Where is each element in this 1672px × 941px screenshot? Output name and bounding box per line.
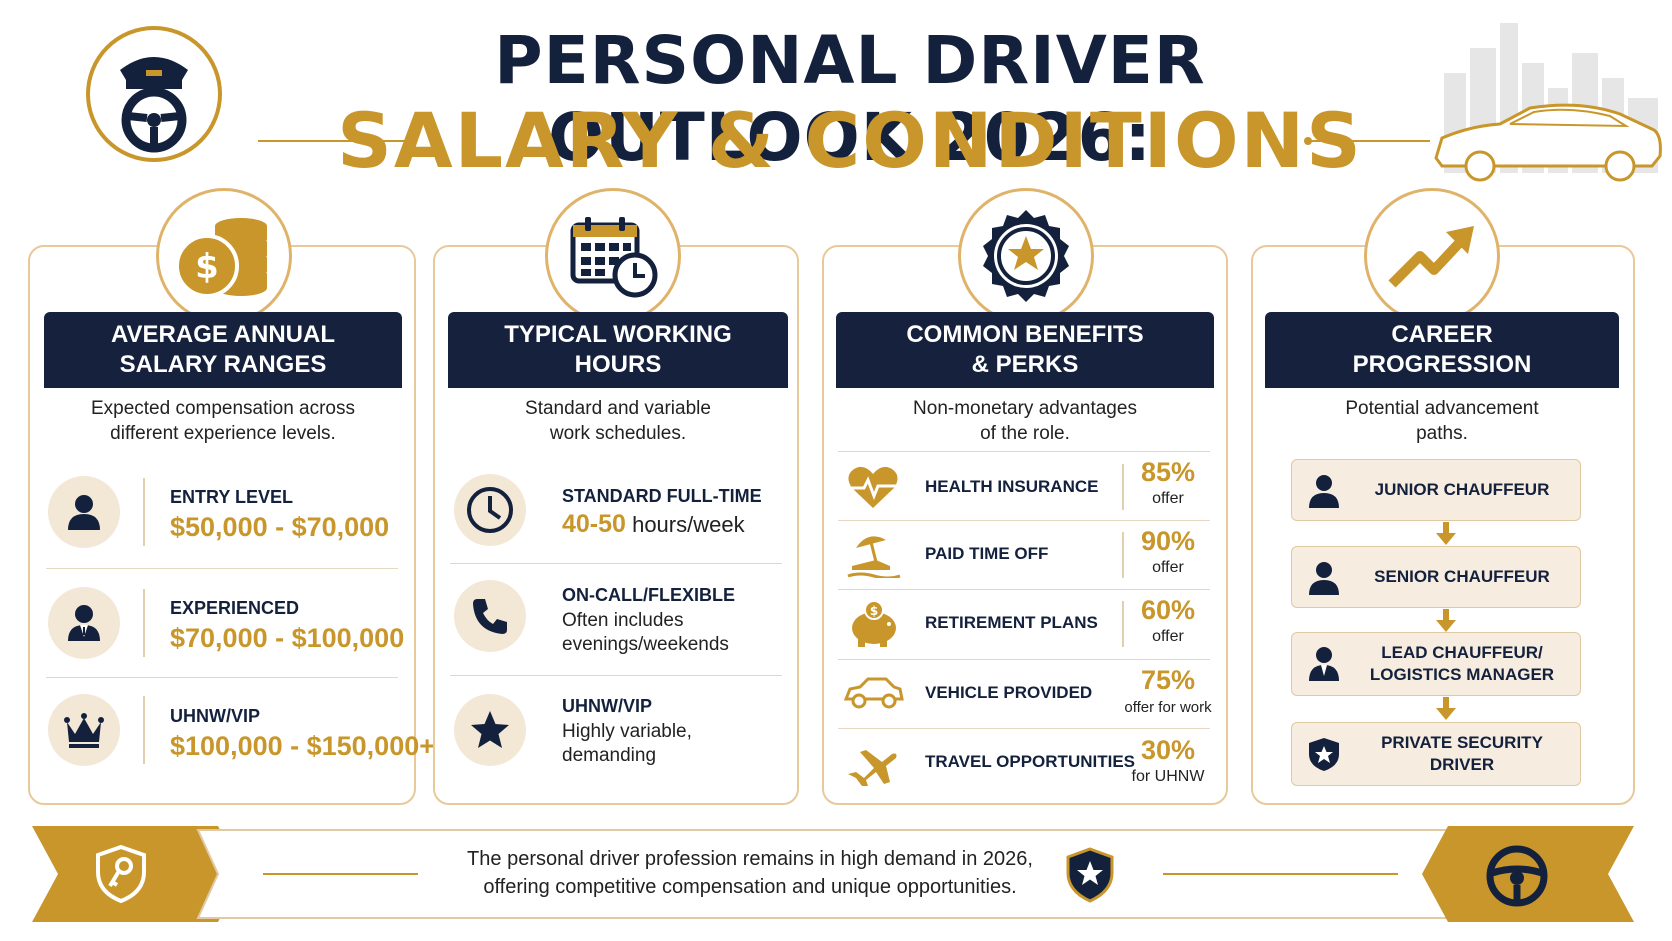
salary-range-experienced: $70,000 - $100,000 [170, 623, 405, 653]
benefit-label-health: HEALTH INSURANCE [925, 477, 1099, 496]
benefit-sub-health: offer [1152, 490, 1184, 507]
salary-label-uhnw: UHNW/VIP [170, 706, 260, 726]
title-divider-left [258, 140, 408, 142]
page-title: PERSONAL DRIVER OUTLOOK 2026: [494, 22, 1206, 176]
page-subtitle: SALARY & CONDITIONS [337, 96, 1363, 185]
divider [838, 451, 1210, 452]
divider [143, 696, 145, 764]
shield-star-icon [1066, 847, 1114, 903]
salary-heading: AVERAGE ANNUAL SALARY RANGES [44, 312, 402, 388]
chauffeur-wheel-icon [120, 57, 188, 153]
benefit-sub-pto: offer [1152, 559, 1184, 576]
benefit-pct-health: 85% [1140, 457, 1196, 487]
hours-value-standard: 40-50 hours/week [562, 510, 745, 538]
benefit-pct-pto: 90% [1140, 526, 1196, 556]
svg-text:$: $ [195, 247, 219, 287]
career-step-label: SENIOR CHAUFFEUR [1374, 567, 1550, 586]
divider [1122, 464, 1124, 510]
salary-subtitle: Expected compensation across different ex… [90, 398, 356, 444]
salary-label-entry: ENTRY LEVEL [170, 487, 294, 507]
divider [450, 675, 782, 676]
career-step: JUNIOR CHAUFFEUR [1291, 459, 1581, 521]
hours-label-uhnw: UHNW/VIP [562, 696, 652, 716]
trend-up-icon [1364, 188, 1500, 324]
divider [143, 589, 145, 657]
footer-banner [32, 826, 1634, 922]
piggy-bank-icon: $ [852, 600, 896, 647]
benefits-subtitle: Non-monetary advantages of the role. [913, 398, 1137, 444]
person-icon [1309, 475, 1339, 508]
hours-label-standard: STANDARD FULL-TIME [562, 486, 762, 506]
city-car-illustration [1434, 23, 1662, 182]
benefit-sub-retirement: offer [1152, 628, 1184, 645]
svg-text:$: $ [870, 604, 878, 618]
arrow-down-icon [1436, 522, 1456, 545]
hours-heading: TYPICAL WORKING HOURS [448, 312, 788, 388]
airplane-icon [848, 750, 897, 786]
benefit-sub-vehicle: offer for work [1124, 699, 1212, 716]
star-icon [454, 694, 526, 766]
benefit-label-pto: PAID TIME OFF [925, 544, 1049, 563]
salary-range-entry: $50,000 - $70,000 [170, 512, 390, 542]
divider [838, 589, 1210, 590]
divider [838, 520, 1210, 521]
divider-dot [1304, 137, 1312, 145]
person-icon [48, 476, 120, 548]
beach-icon [847, 536, 901, 578]
career-step-label: JUNIOR CHAUFFEUR [1374, 480, 1550, 499]
benefit-label-vehicle: VEHICLE PROVIDED [925, 683, 1093, 702]
steering-wheel-icon [1486, 845, 1548, 907]
career-step: LEAD CHAUFFEUR/LOGISTICS MANAGER [1291, 632, 1581, 696]
benefit-label-retirement: RETIREMENT PLANS [925, 613, 1098, 632]
career-step: SENIOR CHAUFFEUR [1291, 546, 1581, 608]
title-divider-right [1310, 140, 1430, 142]
benefit-pct-travel: 30% [1140, 735, 1196, 765]
benefit-pct-vehicle: 75% [1140, 665, 1196, 695]
calendar-clock-icon [545, 188, 681, 324]
divider [838, 659, 1210, 660]
coins-dollar-icon: $ [156, 188, 292, 324]
salary-label-experienced: EXPERIENCED [170, 598, 300, 618]
driver-logo [86, 26, 222, 162]
footer-text: The personal driver profession remains i… [467, 848, 1033, 898]
benefits-heading: COMMON BENEFITS & PERKS [836, 312, 1214, 388]
arrow-down-icon [1436, 697, 1456, 720]
heart-pulse-icon [848, 466, 898, 508]
person-suit-icon [1309, 647, 1339, 681]
career-step-label: PRIVATE SECURITY DRIVER [1381, 733, 1543, 774]
divider [838, 728, 1210, 729]
shield-key-icon [96, 844, 146, 904]
person-icon [1309, 562, 1339, 595]
salary-range-uhnw: $100,000 - $150,000+ [170, 731, 435, 761]
benefit-sub-travel: for UHNW [1131, 768, 1205, 785]
phone-icon [454, 580, 526, 652]
divider [1122, 532, 1124, 578]
divider [46, 568, 398, 569]
divider [143, 478, 145, 546]
hours-text-oncall: Often includes evenings/weekends [562, 610, 729, 655]
career-step-label: LEAD CHAUFFEUR/LOGISTICS MANAGER [1369, 643, 1555, 684]
person-suit-icon [48, 587, 120, 659]
clock-icon [454, 474, 526, 546]
divider [450, 563, 782, 564]
divider-dot [406, 137, 414, 145]
arrow-down-icon [1436, 609, 1456, 632]
career-subtitle: Potential advancement paths. [1345, 398, 1539, 444]
benefit-pct-retirement: 60% [1140, 595, 1196, 625]
divider [1122, 601, 1124, 647]
star-badge-icon [958, 188, 1094, 324]
hours-subtitle: Standard and variable work schedules. [525, 398, 711, 444]
hours-label-oncall: ON-CALL/FLEXIBLE [562, 585, 735, 605]
divider [46, 677, 398, 678]
car-icon [843, 677, 904, 709]
career-heading: CAREER PROGRESSION [1265, 312, 1619, 388]
benefit-label-travel: TRAVEL OPPORTUNITIES [925, 752, 1136, 771]
shield-star-icon [1309, 738, 1339, 771]
crown-icon [48, 694, 120, 766]
career-step: PRIVATE SECURITY DRIVER [1291, 722, 1581, 786]
hours-text-uhnw: Highly variable, demanding [562, 721, 692, 766]
